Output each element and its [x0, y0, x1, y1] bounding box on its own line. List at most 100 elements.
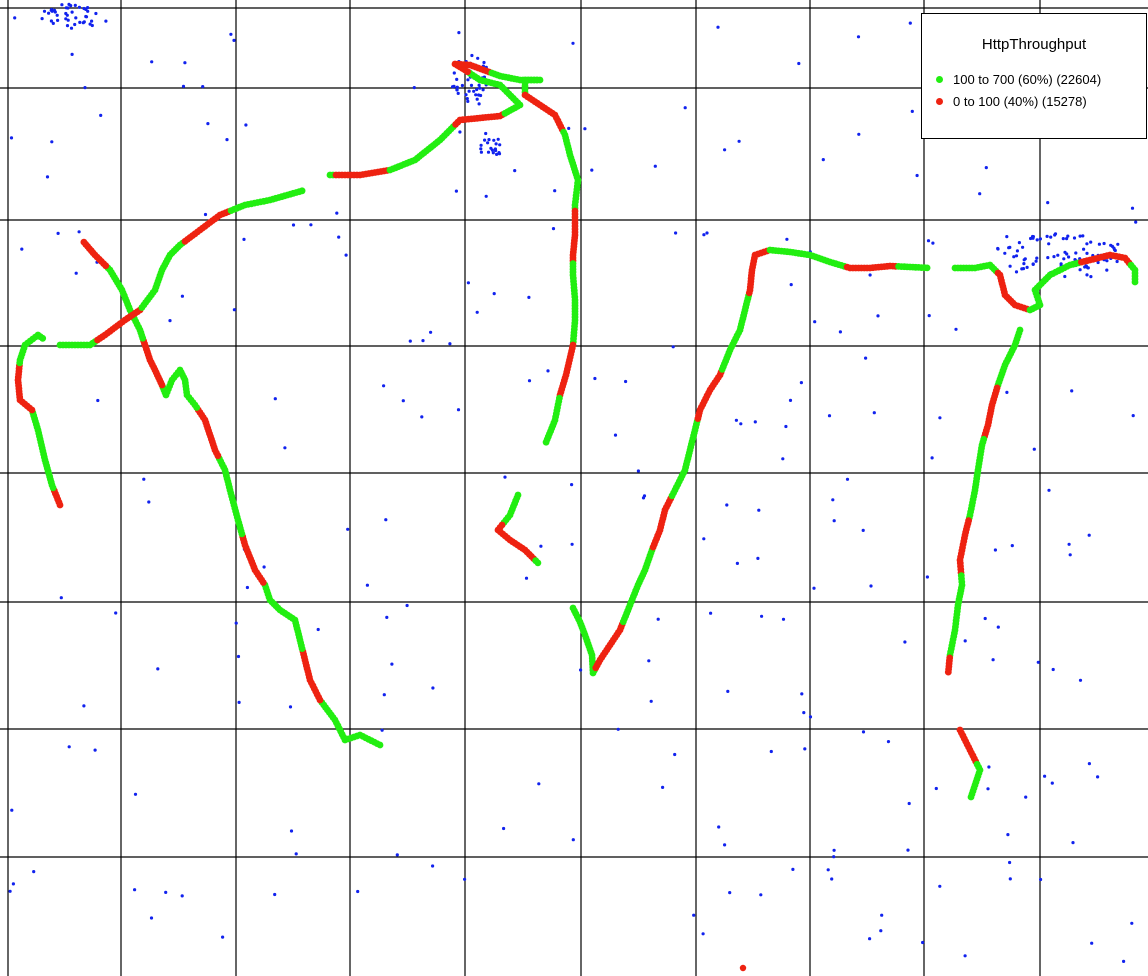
sample-point — [1061, 237, 1065, 241]
sample-point — [482, 60, 486, 65]
sample-point — [1043, 774, 1047, 778]
sample-point — [470, 53, 474, 58]
sample-point — [1097, 242, 1101, 246]
sample-point — [150, 60, 154, 64]
sample-point — [907, 801, 911, 806]
sample-point — [458, 130, 462, 134]
sample-point — [466, 78, 470, 82]
sample-point — [273, 397, 277, 401]
sample-point — [1115, 259, 1119, 264]
sample-point — [496, 137, 500, 141]
sample-point — [82, 704, 86, 708]
sample-point — [1047, 242, 1051, 246]
sample-point — [94, 11, 98, 16]
sample-point — [164, 890, 168, 895]
sample-point — [492, 292, 496, 296]
sample-point — [1038, 237, 1042, 241]
sample-point — [1134, 220, 1138, 224]
legend-swatch-low — [936, 97, 943, 105]
sample-point — [1131, 414, 1135, 418]
sample-point — [84, 7, 88, 11]
sample-point — [832, 855, 836, 859]
sample-point — [384, 518, 388, 522]
sample-point — [448, 342, 452, 346]
sample-point — [723, 148, 727, 152]
sample-point — [1008, 264, 1012, 268]
sample-point — [486, 141, 490, 145]
sample-point — [232, 308, 236, 312]
sample-point — [785, 237, 789, 241]
sample-point — [401, 399, 405, 403]
sample-point — [56, 231, 60, 235]
sample-point — [553, 189, 557, 193]
sample-point — [494, 142, 498, 146]
sample-point — [1024, 795, 1028, 799]
sample-point — [382, 384, 386, 388]
sample-point — [1113, 248, 1117, 253]
sample-point — [934, 786, 938, 791]
sample-point — [73, 22, 77, 27]
sample-point — [294, 852, 298, 856]
sample-point — [1067, 542, 1071, 546]
sample-point — [1116, 242, 1120, 246]
sample-point — [495, 152, 499, 156]
sample-point — [1052, 255, 1056, 259]
sample-point — [1023, 257, 1027, 261]
sample-point — [673, 752, 677, 757]
sample-point — [978, 192, 982, 196]
sample-point — [938, 884, 942, 888]
sample-point — [455, 77, 459, 81]
sample-point — [1025, 265, 1029, 269]
sample-point — [66, 18, 70, 22]
sample-point — [616, 727, 620, 731]
sample-point — [571, 838, 575, 842]
sample-point — [47, 11, 51, 15]
sample-point — [1032, 447, 1036, 451]
sample-point — [876, 314, 880, 318]
sample-point — [613, 433, 618, 437]
sample-point — [1014, 270, 1019, 274]
sample-point — [405, 603, 409, 608]
sample-point — [1096, 775, 1100, 779]
sample-point — [1056, 253, 1060, 257]
sample-point — [474, 93, 478, 97]
sample-point — [756, 556, 760, 561]
sample-point — [1085, 273, 1089, 277]
sample-point — [872, 411, 876, 415]
sample-point — [927, 314, 931, 318]
sample-point — [84, 15, 89, 19]
sample-point — [838, 330, 843, 334]
sample-point — [832, 519, 836, 523]
sample-point — [431, 686, 435, 690]
sample-point — [1036, 660, 1040, 664]
sample-point — [906, 848, 910, 852]
sample-point — [702, 233, 706, 237]
sample-point — [494, 148, 498, 153]
sample-point — [832, 848, 836, 852]
sample-point — [1035, 256, 1039, 260]
sample-point — [716, 25, 720, 29]
sample-point — [382, 693, 386, 697]
sample-point — [356, 889, 360, 894]
sample-point — [661, 785, 665, 790]
sample-point — [705, 231, 709, 235]
sample-point — [513, 169, 517, 173]
sample-point — [464, 93, 468, 97]
sample-point — [702, 537, 706, 541]
sample-point — [460, 83, 464, 88]
sample-point — [808, 715, 813, 719]
sample-point — [831, 498, 835, 502]
sample-point — [1130, 206, 1135, 210]
sample-point — [1046, 256, 1050, 260]
sample-point — [963, 639, 967, 643]
sample-point — [830, 877, 834, 881]
sample-point — [78, 20, 82, 24]
sample-point — [1008, 877, 1012, 881]
sample-point — [1005, 390, 1009, 394]
sample-point — [653, 164, 657, 168]
sample-point — [1065, 252, 1069, 256]
sample-point — [49, 19, 54, 23]
sample-point — [93, 748, 97, 752]
sample-point — [1089, 240, 1093, 244]
